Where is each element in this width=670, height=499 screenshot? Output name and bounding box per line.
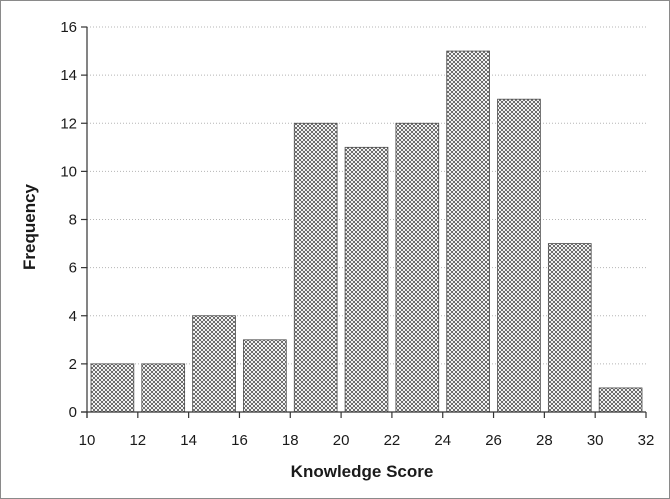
x-tick-label-24: 24	[434, 432, 451, 449]
x-tick-label-18: 18	[282, 432, 299, 449]
bar-1	[141, 363, 186, 413]
bar-6	[395, 122, 440, 413]
bar-7	[446, 50, 490, 413]
axes	[81, 26, 647, 418]
x-tick-label-20: 20	[333, 432, 350, 449]
y-tick-label-2: 2	[69, 356, 77, 373]
y-tick-label-16: 16	[60, 19, 77, 36]
bar-0	[90, 363, 135, 413]
y-tick-label-10: 10	[60, 163, 77, 180]
x-tick-label-26: 26	[485, 432, 502, 449]
x-axis-title: Knowledge Score	[291, 462, 434, 481]
bar-4	[293, 122, 338, 413]
bar-10	[598, 387, 643, 413]
x-tick-label-16: 16	[231, 432, 248, 449]
y-tick-label-14: 14	[60, 67, 77, 84]
x-tick-label-28: 28	[536, 432, 553, 449]
bars	[90, 50, 643, 413]
y-tick-label-4: 4	[69, 308, 77, 325]
bar-9	[547, 243, 592, 413]
y-tick-label-0: 0	[69, 404, 77, 421]
bar-2	[192, 315, 236, 413]
x-tick-label-14: 14	[180, 432, 197, 449]
x-tick-label-22: 22	[384, 432, 401, 449]
x-tick-label-12: 12	[129, 432, 146, 449]
y-tick-label-12: 12	[60, 115, 77, 132]
bar-8	[497, 98, 541, 413]
y-tick-label-8: 8	[69, 212, 77, 229]
y-axis-title: Frequency	[20, 183, 39, 270]
x-tick-label-32: 32	[638, 432, 655, 449]
x-tick-label-30: 30	[587, 432, 604, 449]
x-tick-label-10: 10	[79, 432, 96, 449]
y-tick-label-6: 6	[69, 260, 77, 277]
bar-5	[344, 146, 389, 413]
bar-3	[243, 339, 287, 413]
